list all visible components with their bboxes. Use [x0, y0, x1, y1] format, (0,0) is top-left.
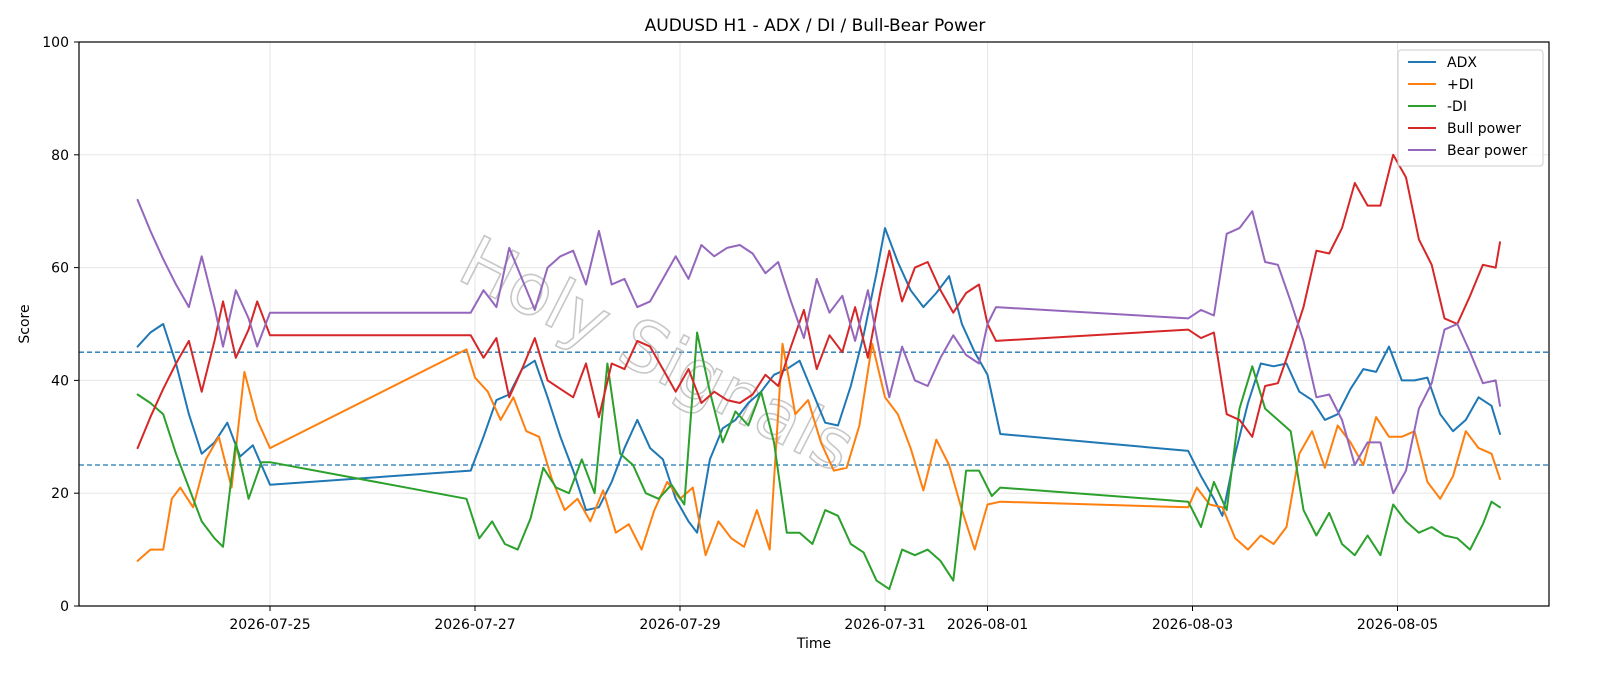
legend-label: -DI [1447, 99, 1467, 115]
x-tick-label: 2026-08-01 [947, 617, 1028, 633]
y-tick-label: 80 [51, 148, 69, 164]
x-tick-label: 2026-07-27 [434, 617, 515, 633]
series-layer [136, 153, 1501, 591]
tick-layer: 0 20 40 60 80 100 2026-07-25 2026-07-27 2026-07-… [42, 35, 1438, 633]
series-line-di [136, 342, 1501, 562]
reference-lines [79, 351, 1549, 466]
legend: ADX +DI -DI Bull power Bear power [1397, 49, 1544, 167]
legend-label: +DI [1447, 77, 1474, 93]
x-tick-label: 2026-08-05 [1357, 617, 1438, 633]
legend-label: Bull power [1447, 121, 1521, 137]
x-tick-label: 2026-08-03 [1152, 617, 1233, 633]
y-tick-label: 20 [51, 486, 69, 502]
series-line-bear-power [136, 198, 1501, 495]
x-axis-label: Time [796, 636, 831, 652]
x-tick-label: 2026-07-31 [844, 617, 925, 633]
y-axis-label: Score [17, 304, 33, 343]
legend-box [1397, 49, 1544, 167]
x-tick-label: 2026-07-29 [639, 617, 720, 633]
y-tick-label: 0 [60, 599, 69, 615]
legend-label: Bear power [1447, 143, 1528, 159]
x-tick-label: 2026-07-25 [229, 617, 310, 633]
y-tick-label: 100 [42, 35, 69, 51]
series-line-di [136, 331, 1501, 591]
legend-label: ADX [1447, 55, 1477, 71]
chart-title: AUDUSD H1 - ADX / DI / Bull-Bear Power [645, 16, 986, 36]
plot-area-frame [78, 41, 1550, 607]
y-tick-label: 40 [51, 373, 69, 389]
y-tick-label: 60 [51, 261, 69, 277]
series-line-adx [136, 227, 1501, 534]
series-line-bull-power [136, 153, 1501, 450]
